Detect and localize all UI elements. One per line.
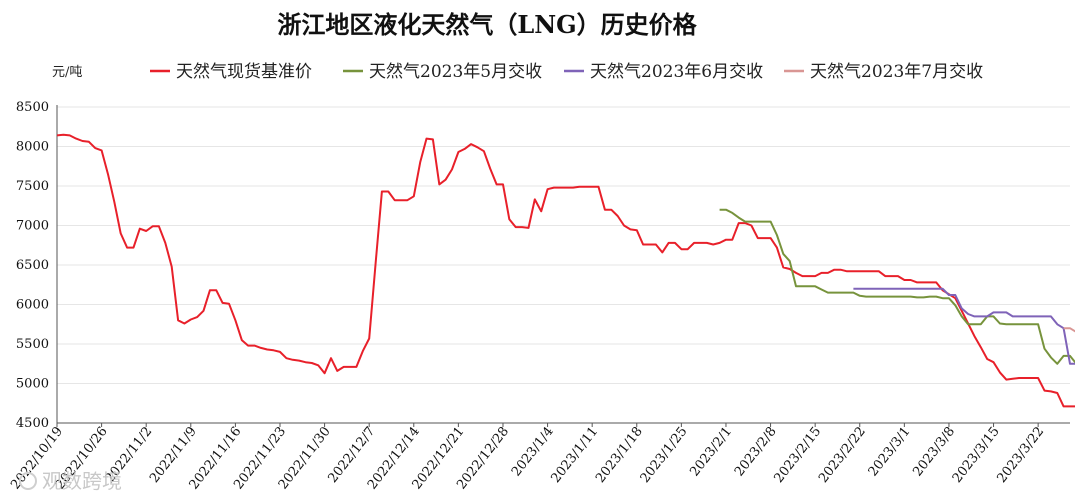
series-line <box>853 287 1075 365</box>
x-tick-label: 2023/2/1 <box>687 424 735 479</box>
axes <box>56 105 1070 424</box>
y-tick-label: 8000 <box>16 140 49 155</box>
watermark-logo-icon <box>19 472 37 490</box>
y-tick-label: 4500 <box>16 416 49 431</box>
chart-title: 浙江地区液化天然气（LNG）历史价格 <box>277 10 697 39</box>
series-line <box>57 133 1075 408</box>
legend: 天然气现货基准价 天然气2023年5月交收 天然气2023年6月交收 天然气2023年… <box>150 62 983 82</box>
y-tick-label: 8500 <box>16 100 49 115</box>
legend-label: 天然气2023年6月交收 <box>590 62 763 82</box>
y-tick-label: 7000 <box>16 219 49 234</box>
legend-label: 天然气现货基准价 <box>176 62 312 82</box>
y-tick-label: 6500 <box>16 258 49 273</box>
legend-label: 天然气2023年5月交收 <box>369 62 542 82</box>
y-tick-label: 5500 <box>16 337 49 352</box>
y-tick-label: 6000 <box>16 298 49 313</box>
y-axis: 8500 8000 7500 7000 6500 6000 5500 5000 4500 <box>16 100 49 431</box>
x-axis: 2022/10/192022/10/262022/11/22022/11/920… <box>8 423 1047 493</box>
watermark: 观数跨境 <box>19 469 122 493</box>
y-tick-label: 7500 <box>16 179 49 194</box>
y-tick-label: 5000 <box>16 377 49 392</box>
x-tick-label: 2023/1/4 <box>509 424 557 479</box>
x-tick-label: 2023/2/8 <box>732 424 780 479</box>
x-tick-label: 2023/3/8 <box>910 424 958 479</box>
series-line <box>1063 327 1075 333</box>
series-line <box>719 208 1075 365</box>
watermark-text: 观数跨境 <box>42 469 122 493</box>
x-tick-label: 2023/3/1 <box>866 424 914 479</box>
y-axis-unit: 元/吨 <box>52 65 82 80</box>
grid-lines <box>57 106 1070 384</box>
series-lines <box>57 133 1075 408</box>
legend-label: 天然气2023年7月交收 <box>810 62 983 82</box>
